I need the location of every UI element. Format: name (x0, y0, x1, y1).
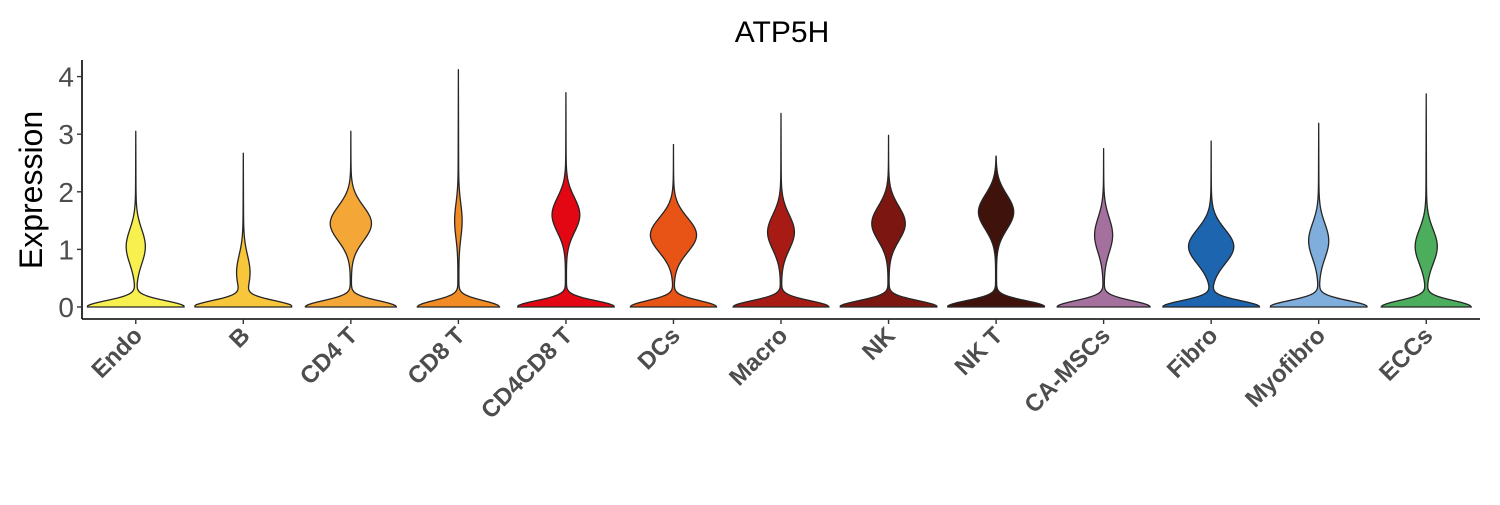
x-tick-label: NK (857, 322, 901, 366)
y-tick-label: 4 (58, 62, 74, 93)
violins-group (86, 69, 1473, 308)
violin-endo (86, 130, 185, 308)
x-tick-label: ECCs (1374, 322, 1438, 386)
violin-eccs (1380, 93, 1473, 308)
violin-cd8-t (416, 69, 501, 308)
x-tick-label: CD4 T (295, 322, 363, 390)
x-tick-label: Fibro (1162, 322, 1224, 384)
x-tick-label: CA-MSCs (1019, 322, 1115, 418)
violin-b (194, 152, 293, 308)
chart-title: ATP5H (735, 16, 829, 49)
x-tick-label: DCs (633, 322, 686, 375)
violin-nk-t (947, 155, 1046, 308)
y-axis: 0 1 2 3 4 (58, 60, 83, 323)
violin-fibro (1162, 140, 1261, 308)
violin-myofibro (1269, 122, 1368, 308)
x-tick-label: NK T (950, 322, 1009, 381)
violin-cd4-t (304, 130, 398, 308)
x-tick-label: Endo (86, 322, 148, 384)
y-tick-label: 2 (58, 177, 74, 208)
violin-cd4cd8-t (516, 92, 615, 308)
x-tick-label: Myofibro (1240, 322, 1331, 413)
violin-ca-mscs (1056, 147, 1151, 308)
x-tick-label: CD8 T (403, 322, 471, 390)
y-axis-label: Expression (13, 111, 49, 269)
x-tick-label: B (224, 322, 255, 353)
y-tick-label: 3 (58, 119, 74, 150)
x-axis: Endo B CD4 T CD8 T CD4CD8 T DCs Macro NK NK T CA-… (82, 318, 1480, 424)
x-tick-label: CD4CD8 T (476, 322, 578, 424)
y-tick-label: 0 (58, 292, 74, 323)
y-tick-label: 1 (58, 234, 74, 265)
violin-macro (732, 112, 830, 308)
violin-dcs (629, 143, 718, 308)
violin-nk (839, 134, 938, 308)
x-tick-label: Macro (724, 322, 793, 391)
